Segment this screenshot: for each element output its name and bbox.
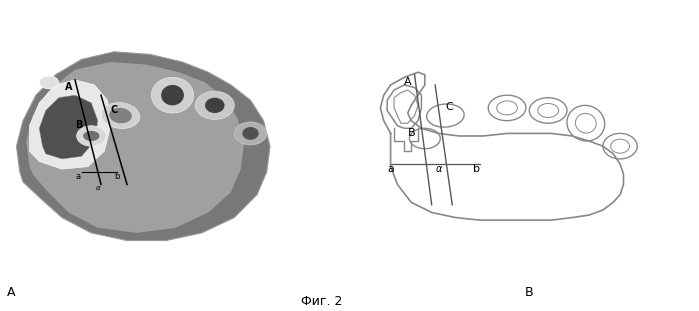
Text: A: A — [65, 82, 73, 92]
Polygon shape — [17, 52, 270, 240]
Text: b: b — [473, 164, 480, 174]
Text: A: A — [404, 77, 412, 87]
Text: C: C — [110, 105, 118, 115]
Ellipse shape — [39, 76, 59, 89]
Text: a: a — [387, 164, 394, 174]
Polygon shape — [27, 62, 244, 233]
Text: B: B — [75, 120, 82, 130]
Text: C: C — [445, 102, 453, 113]
Text: $\alpha$: $\alpha$ — [94, 183, 101, 192]
Ellipse shape — [243, 127, 259, 140]
Polygon shape — [29, 80, 110, 169]
Ellipse shape — [77, 126, 106, 146]
Text: $\alpha$: $\alpha$ — [435, 164, 443, 174]
Ellipse shape — [195, 91, 234, 119]
Ellipse shape — [152, 77, 194, 113]
Text: B: B — [408, 128, 415, 138]
Text: A: A — [7, 285, 15, 299]
Text: B: B — [524, 285, 533, 299]
Text: b: b — [114, 172, 120, 181]
Text: Фиг. 2: Фиг. 2 — [301, 295, 343, 308]
Ellipse shape — [234, 122, 267, 145]
Ellipse shape — [83, 131, 99, 141]
Text: a: a — [75, 172, 80, 181]
Polygon shape — [39, 95, 98, 159]
Ellipse shape — [161, 85, 184, 105]
Ellipse shape — [205, 98, 224, 113]
Ellipse shape — [109, 108, 132, 123]
Ellipse shape — [101, 103, 140, 128]
